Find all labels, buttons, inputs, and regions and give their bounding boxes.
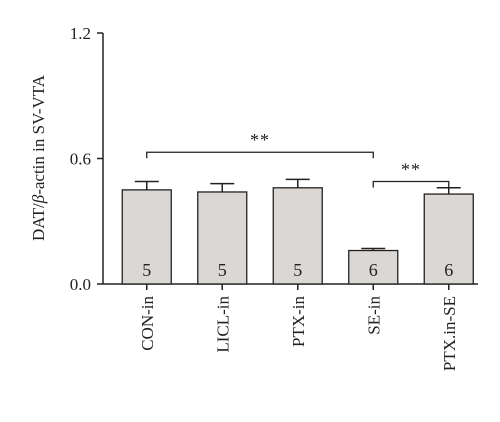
x-tick-label: CON-in (138, 296, 157, 351)
significance-label: ** (401, 160, 421, 180)
significance-bracket (372, 180, 450, 188)
x-tick-label: LICL-in (213, 296, 232, 353)
sample-size-label: 6 (444, 260, 453, 280)
x-tick-label: PTX-in (289, 296, 308, 348)
bar (348, 249, 399, 285)
sample-size-label: 5 (142, 260, 151, 280)
x-tick-label: SE-in (364, 296, 383, 335)
bar (272, 187, 323, 285)
significance-bracket (146, 151, 374, 159)
sample-size-label: 5 (218, 260, 227, 280)
bar (423, 193, 474, 285)
sample-size-label: 6 (369, 260, 378, 280)
y-tick-label: 0.6 (70, 150, 91, 169)
y-tick-label: 1.2 (70, 24, 91, 43)
y-tick-label: 0.0 (70, 275, 91, 294)
y-axis-label: DAT/β-actin in SV-VTA (29, 74, 48, 241)
x-tick-label: PTX.in-SE (440, 296, 459, 371)
sample-size-label: 5 (293, 260, 302, 280)
bar (121, 189, 172, 285)
significance-label: ** (250, 130, 270, 150)
